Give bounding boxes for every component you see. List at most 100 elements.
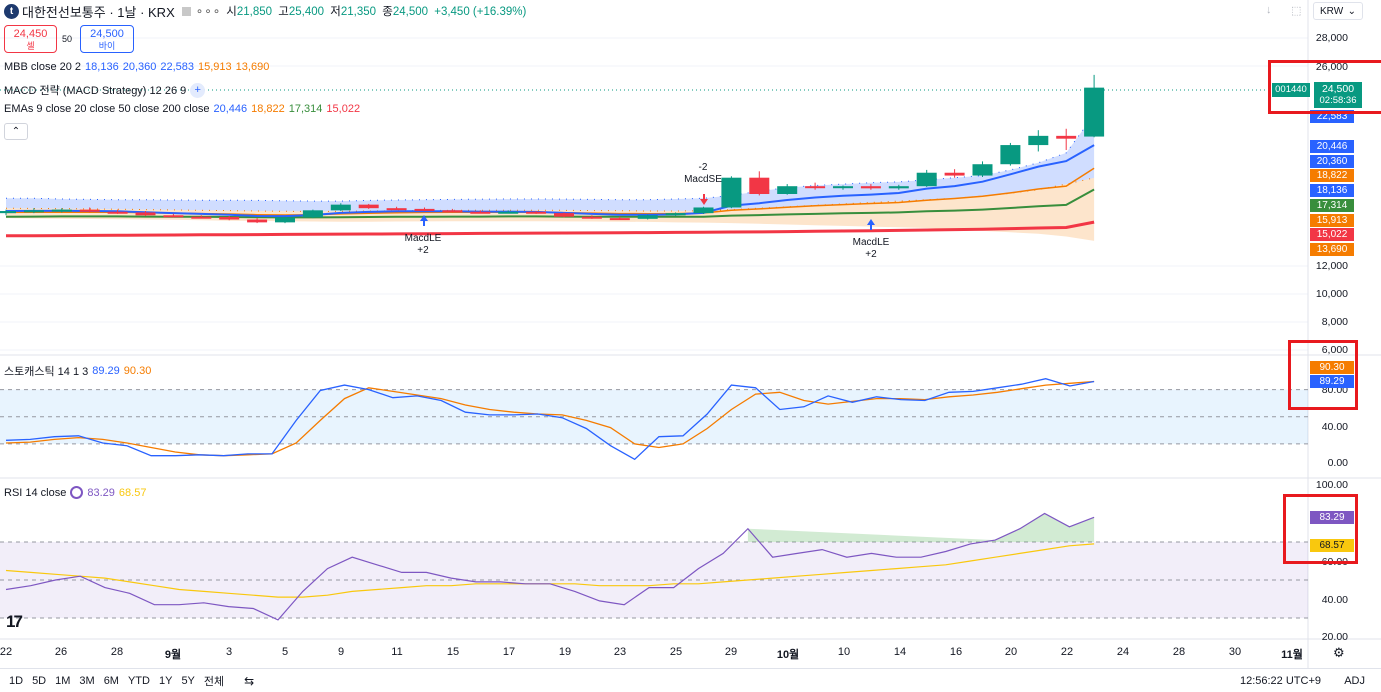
add-strategy-icon[interactable]: +	[190, 82, 206, 98]
price-tag: 20,446	[1310, 140, 1354, 153]
signal-arrow-icon	[420, 215, 428, 226]
time-axis-label: 5	[281, 646, 289, 658]
range-ytd[interactable]: YTD	[127, 674, 150, 687]
settings-icon[interactable]: ⚙	[1333, 645, 1345, 660]
time-axis-label: 28	[1172, 646, 1186, 658]
time-axis-label: 11	[391, 646, 403, 658]
ohlc-high: 25,400	[288, 6, 325, 18]
candle-body	[79, 209, 100, 212]
current-symbol-tag: 001440	[1272, 83, 1310, 97]
ohlc-change: +3,450 (+16.39%)	[434, 6, 527, 18]
stoch-axis-label: 40.00	[1321, 421, 1348, 433]
countdown: 02:58:36	[1319, 95, 1357, 106]
price-axis-label: 6,000	[1321, 344, 1348, 356]
candle-body	[442, 210, 463, 213]
rsi-band	[0, 542, 1308, 618]
bb-lower-fill	[6, 177, 1095, 241]
download-icon[interactable]: ↓	[1266, 4, 1272, 16]
time-axis-label: 9	[337, 646, 345, 658]
ema-name: EMAs 9 close 20 close 50 close 200 close	[4, 103, 210, 115]
candle-body	[275, 217, 295, 223]
rsi-axis-label: 40.00	[1321, 594, 1348, 606]
time-axis-label: 3	[225, 646, 233, 658]
time-axis-label: 20	[1004, 646, 1018, 658]
time-axis-label: 23	[613, 646, 627, 658]
symbol-title[interactable]: 대한전선보통주 · 1날 · KRX	[22, 4, 175, 20]
candle-body	[51, 209, 72, 212]
mbb-value-4: 15,913	[198, 61, 232, 73]
candle-body	[749, 177, 770, 195]
fullscreen-icon[interactable]: ⬚	[1291, 5, 1302, 17]
candle-body	[526, 211, 547, 214]
stoch-k-tag: 89.29	[1310, 375, 1354, 388]
range-6m[interactable]: 6M	[103, 674, 119, 687]
mbb-value-2: 20,360	[122, 61, 157, 73]
candle-body	[23, 210, 44, 213]
range-5d[interactable]: 5D	[32, 674, 47, 687]
sell-button[interactable]: 24,450 셀	[4, 25, 57, 53]
signal-qty: -2	[698, 162, 708, 173]
buy-button[interactable]: 24,500 바이	[80, 25, 134, 53]
sell-price: 24,450	[13, 28, 48, 40]
ema-legend[interactable]: EMAs 9 close 20 close 50 close 200 close…	[4, 103, 360, 115]
current-price-tag: 24,500 02:58:36	[1314, 82, 1362, 108]
candle-body	[414, 208, 435, 211]
candle-body	[665, 213, 686, 216]
range-5y[interactable]: 5Y	[181, 674, 195, 687]
candle-body	[358, 204, 379, 209]
stoch-band	[0, 389, 1308, 444]
ohlc-high-label: 고	[278, 6, 289, 18]
ohlc-low-label: 저	[330, 6, 341, 18]
adj-toggle[interactable]: ADJ	[1344, 674, 1365, 687]
rsi-legend[interactable]: RSI 14 close 83.29 68.57	[4, 486, 146, 499]
stoch-d-line	[5, 380, 1095, 457]
candle-body	[581, 216, 602, 219]
stoch-d-value: 90.30	[123, 365, 152, 377]
stoch-name: 스토캐스틱 14 1 3	[4, 366, 89, 378]
stoch-k-value: 89.29	[92, 365, 120, 377]
signal-name: MacdLE	[852, 237, 890, 248]
range-1d[interactable]: 1D	[9, 674, 24, 687]
ohlc-open: 21,850	[236, 6, 273, 18]
tradingview-logo[interactable]: 17	[6, 612, 23, 631]
time-axis-label: 22	[0, 646, 13, 658]
candle-body	[247, 219, 268, 223]
rsi-tag: 83.29	[1310, 511, 1354, 524]
range-all[interactable]: 전체	[203, 675, 225, 688]
rsi-axis-label: 20.00	[1321, 631, 1348, 643]
range-1m[interactable]: 1M	[55, 674, 71, 687]
signal-qty: +2	[417, 245, 429, 256]
collapse-legend-button[interactable]: ⌃	[4, 123, 28, 140]
more-icon[interactable]: ∘∘∘	[195, 4, 222, 18]
signal-label: MacdLE +2	[400, 233, 446, 257]
range-1y[interactable]: 1Y	[158, 674, 173, 687]
signal-arrow-icon	[867, 219, 875, 230]
price-tag: 18,136	[1310, 184, 1354, 197]
ema9-value: 20,446	[213, 103, 248, 115]
candle-body	[219, 216, 240, 220]
currency-select[interactable]: KRW ⌄	[1313, 2, 1363, 20]
time-axis-label: 28	[110, 646, 124, 658]
range-3m[interactable]: 3M	[79, 674, 95, 687]
candle-body	[498, 211, 519, 214]
calendar-icon[interactable]: ⇆	[244, 673, 255, 688]
signal-name: MacdSE	[684, 174, 722, 185]
time-axis-label: 14	[893, 646, 907, 658]
macd-legend[interactable]: MACD 전략 (MACD Strategy) 12 26 9 +	[4, 82, 206, 98]
clock[interactable]: 12:56:22 UTC+9	[1239, 674, 1321, 687]
refresh-icon[interactable]	[70, 486, 84, 499]
stoch-legend[interactable]: 스토캐스틱 14 1 3 89.29 90.30	[4, 363, 151, 379]
company-logo-icon: t	[4, 3, 19, 19]
highlight-box	[1288, 340, 1358, 410]
time-axis-label: 22	[1060, 646, 1074, 658]
stoch-d-tag: 90.30	[1310, 361, 1354, 374]
rsi-ma-tag: 68.57	[1310, 539, 1354, 552]
candle-body	[135, 212, 156, 216]
mbb-value-5: 13,690	[235, 61, 270, 73]
time-axis-label: 24	[1116, 646, 1130, 658]
ohlc-close: 24,500	[392, 6, 429, 18]
mbb-legend[interactable]: MBB close 20 2 18,136 20,360 22,583 15,9…	[4, 61, 269, 73]
rsi-overbought-fill	[747, 513, 1095, 542]
ohlc-low: 21,350	[340, 6, 377, 18]
